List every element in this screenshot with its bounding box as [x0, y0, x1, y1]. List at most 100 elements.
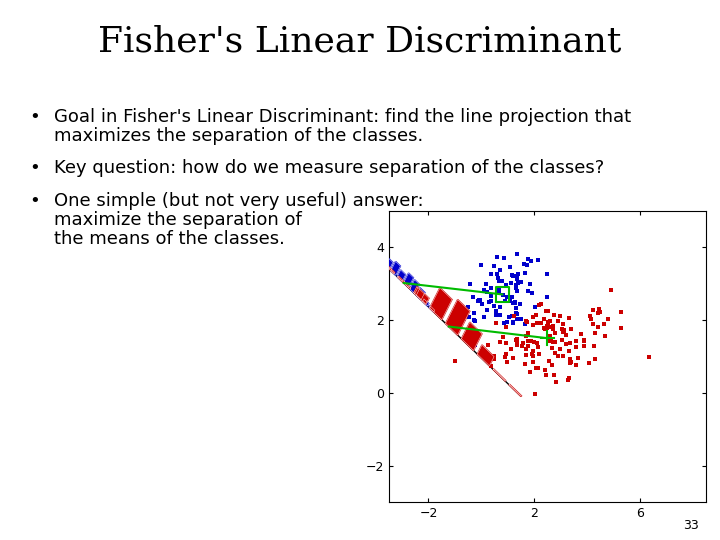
Point — [540, 370, 552, 379]
Point — [564, 339, 575, 347]
Text: maximize the separation of: maximize the separation of — [54, 211, 302, 228]
Point — [558, 326, 570, 334]
Point — [532, 343, 544, 352]
Point — [565, 358, 577, 367]
Point — [584, 359, 595, 367]
Point — [532, 255, 544, 264]
Point — [529, 390, 541, 399]
Point — [549, 338, 560, 346]
Point — [549, 348, 560, 357]
Point — [546, 343, 558, 352]
Point — [508, 318, 519, 327]
Point — [512, 338, 523, 347]
Point — [534, 300, 545, 309]
Point — [547, 338, 559, 346]
Point — [500, 281, 512, 290]
Point — [510, 287, 522, 295]
Point — [490, 319, 502, 327]
Point — [521, 261, 533, 269]
Point — [570, 336, 582, 345]
Point — [469, 317, 481, 326]
Point — [542, 306, 554, 315]
Polygon shape — [430, 288, 452, 320]
Point — [593, 309, 604, 318]
Point — [533, 349, 544, 358]
Point — [521, 351, 532, 360]
Point — [570, 343, 582, 352]
Point — [504, 296, 516, 305]
Point — [548, 370, 559, 379]
Point — [563, 373, 575, 382]
Point — [531, 363, 542, 372]
Point — [519, 320, 531, 328]
Point — [494, 310, 505, 319]
Point — [490, 306, 502, 315]
Point — [508, 312, 519, 320]
Point — [524, 280, 536, 288]
Polygon shape — [398, 276, 410, 289]
Point — [473, 296, 485, 305]
Point — [521, 332, 532, 341]
Point — [531, 319, 542, 328]
Polygon shape — [493, 369, 505, 381]
Point — [501, 318, 513, 327]
Point — [540, 307, 552, 315]
Point — [595, 308, 606, 316]
Point — [511, 334, 523, 343]
Text: One simple (but not very useful) answer:: One simple (but not very useful) answer: — [54, 192, 423, 210]
Point — [526, 336, 537, 345]
Polygon shape — [410, 280, 420, 294]
Point — [458, 315, 469, 323]
Point — [488, 302, 500, 310]
Point — [483, 298, 495, 306]
Point — [464, 321, 476, 330]
Point — [541, 321, 553, 330]
Point — [523, 342, 534, 350]
Polygon shape — [477, 345, 494, 366]
Point — [527, 352, 539, 360]
Point — [499, 353, 510, 361]
Point — [493, 277, 505, 286]
Point — [531, 311, 542, 320]
Point — [526, 350, 538, 359]
Point — [468, 309, 480, 318]
Point — [511, 315, 523, 323]
Point — [494, 338, 505, 347]
Point — [511, 340, 523, 349]
Point — [512, 270, 523, 279]
Point — [472, 297, 484, 306]
Point — [501, 357, 513, 366]
Point — [643, 352, 654, 361]
Point — [474, 296, 486, 305]
Point — [528, 357, 539, 366]
Point — [551, 378, 562, 387]
Point — [476, 300, 487, 309]
Point — [536, 319, 547, 328]
Point — [523, 287, 534, 295]
Point — [510, 309, 522, 318]
Text: Goal in Fisher's Linear Discriminant: find the line projection that: Goal in Fisher's Linear Discriminant: fi… — [54, 108, 631, 126]
Point — [469, 316, 480, 325]
Point — [482, 341, 494, 349]
Point — [485, 284, 497, 292]
Point — [475, 261, 487, 269]
Point — [578, 336, 590, 345]
Point — [527, 347, 539, 355]
Polygon shape — [446, 300, 469, 335]
Point — [579, 336, 590, 345]
Point — [544, 332, 556, 341]
Point — [566, 325, 577, 334]
Point — [528, 338, 540, 347]
Point — [557, 320, 569, 328]
Point — [561, 331, 572, 340]
Point — [519, 360, 531, 368]
Point — [589, 329, 600, 338]
Point — [606, 286, 617, 294]
Point — [542, 318, 554, 327]
Point — [466, 323, 477, 332]
Point — [588, 341, 600, 350]
Point — [523, 329, 534, 338]
Point — [488, 352, 500, 361]
Point — [511, 249, 523, 258]
Text: 33: 33 — [683, 519, 698, 532]
